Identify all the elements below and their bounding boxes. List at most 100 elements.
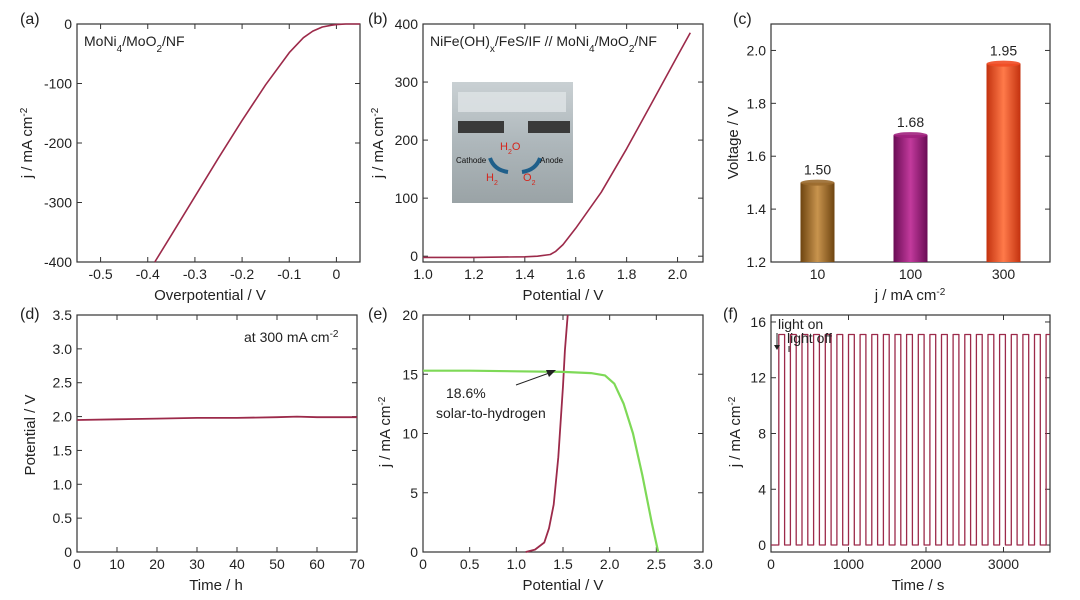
axes-d: 0 10 20 30 40 50 60 70 0 0.5 1.0 1.5 2.0 2.5 3.0 3.5: [53, 307, 365, 572]
inset-cathode-label: Cathode: [456, 156, 487, 165]
y-tick-label-b: 400: [395, 16, 419, 32]
y-tick-label-d: 0.5: [53, 510, 73, 526]
annotation-e-arrowhead: [546, 370, 556, 377]
panel-label-a: (a): [20, 11, 40, 28]
x-tick-label-e: 0: [419, 556, 427, 572]
x-tick-label-a: -0.3: [183, 266, 207, 282]
y-tick-label-f: 4: [758, 481, 766, 497]
annotation-b: NiFe(OH)x/FeS/IF // MoNi4/MoO2/NF: [430, 33, 657, 55]
x-tick-label-c: 300: [992, 266, 1016, 282]
x-tick-label-e: 2.0: [600, 556, 620, 572]
panel-b: 1.0 1.2 1.4 1.6 1.8 2.0 0 100 200 300 400 NiFe(OH)…: [370, 16, 704, 304]
y-tick-label-c: 2.0: [747, 42, 767, 58]
series-line-f: [771, 333, 1050, 546]
inset-h2o-label: H2O: [500, 141, 521, 156]
x-tick-label-e: 1.0: [507, 556, 527, 572]
axes-b: 1.0 1.2 1.4 1.6 1.8 2.0 0 100 200 300 400: [395, 16, 704, 282]
x-tick-label-a: -0.4: [136, 266, 160, 282]
x-tick-label-f: 1000: [833, 556, 864, 572]
annotation-e-label: solar-to-hydrogen: [436, 405, 546, 421]
x-tick-label-b: 1.6: [566, 266, 586, 282]
x-tick-label-d: 10: [109, 556, 125, 572]
bar-10: [800, 182, 835, 262]
x-tick-label-b: 1.2: [464, 266, 484, 282]
panel-label-e: (e): [368, 306, 388, 323]
x-tick-label-d: 30: [189, 556, 205, 572]
x-tick-label-b: 1.8: [617, 266, 637, 282]
annotation-d: at 300 mA cm-2: [244, 329, 339, 346]
ylabel-f: j / mA cm-2: [727, 396, 745, 468]
y-tick-label-d: 1.0: [53, 476, 73, 492]
inset-beaker-rim: [458, 92, 566, 112]
x-tick-label-b: 1.4: [515, 266, 535, 282]
y-tick-label-b: 300: [395, 74, 419, 90]
plot-frame-a: [76, 23, 361, 263]
axes-a: -0.5 -0.4 -0.3 -0.2 -0.1 0 -400 -300 -200 -100 0: [44, 16, 361, 282]
y-tick-label-d: 1.5: [53, 442, 73, 458]
annotation-a: MoNi4/MoO2/NF: [84, 33, 185, 55]
y-tick-label-e: 10: [402, 426, 418, 442]
y-tick-label-a: 0: [64, 16, 72, 32]
inset-arrow-right: [521, 157, 542, 174]
x-tick-label-d: 20: [149, 556, 165, 572]
x-tick-label-d: 70: [349, 556, 365, 572]
y-tick-label-b: 0: [410, 248, 418, 264]
y-tick-label-a: -200: [44, 135, 72, 151]
x-tick-label-a: 0: [333, 266, 341, 282]
x-tick-label-c: 100: [899, 266, 923, 282]
xlabel-d: Time / h: [189, 577, 243, 594]
y-tick-label-c: 1.2: [747, 254, 767, 270]
panel-label-d: (d): [20, 306, 40, 323]
axes-f: 0 1000 2000 3000 0 4 8 12 16: [750, 314, 1051, 572]
panel-a: -0.5 -0.4 -0.3 -0.2 -0.1 0 -400 -300 -200 -100 0 M…: [19, 16, 361, 304]
panel-e: 0 0.5 1.0 1.5 2.0 2.5 3.0 0 5 10 15 20 18.6% solar-…: [377, 307, 713, 594]
y-tick-label-e: 15: [402, 366, 418, 382]
x-tick-label-d: 60: [309, 556, 325, 572]
axes-c: 1.2 1.4 1.6 1.8 2.0 1.50 10 1.68 100 1.95 300: [747, 23, 1051, 282]
ylabel-e: j / mA cm-2: [377, 396, 395, 468]
bar-300: [986, 63, 1021, 262]
x-tick-label-f: 0: [767, 556, 775, 572]
y-tick-label-d: 3.0: [53, 341, 73, 357]
series-line-e-pv: [423, 369, 660, 553]
xlabel-e: Potential / V: [523, 577, 604, 594]
y-tick-label-f: 16: [750, 314, 766, 330]
bar-top-10: [800, 179, 835, 186]
xlabel-c: j / mA cm-2: [874, 287, 946, 305]
x-tick-label-d: 50: [269, 556, 285, 572]
xlabel-b: Potential / V: [523, 287, 604, 304]
y-tick-label-c: 1.8: [747, 95, 767, 111]
annotation-f-on-arrowhead: [774, 345, 780, 350]
bar-value-label-300: 1.95: [990, 43, 1017, 59]
inset-h2-label: H2: [486, 172, 498, 187]
x-tick-label-d: 0: [73, 556, 81, 572]
plot-frame-b: [422, 23, 704, 263]
series-line-a: [154, 23, 360, 263]
y-tick-label-f: 0: [758, 537, 766, 553]
plot-frame-e: [422, 314, 704, 553]
electrolyzer-photo-inset: H2O Cathode Anode H2 O2: [452, 82, 573, 203]
bar-top-100: [893, 132, 928, 139]
x-tick-label-b: 2.0: [668, 266, 688, 282]
ylabel-c: Voltage / V: [725, 107, 742, 180]
x-tick-label-f: 3000: [988, 556, 1019, 572]
y-tick-label-b: 200: [395, 132, 419, 148]
y-tick-label-e: 0: [410, 544, 418, 560]
inset-cathode-bar: [458, 121, 504, 133]
x-tick-label-b: 1.0: [413, 266, 433, 282]
x-tick-label-e: 0.5: [460, 556, 480, 572]
y-tick-label-b: 100: [395, 190, 419, 206]
y-tick-label-f: 8: [758, 426, 766, 442]
series-line-b: [423, 32, 692, 259]
annotation-f-on: light on: [778, 316, 823, 332]
y-tick-label-c: 1.6: [747, 148, 767, 164]
y-tick-label-c: 1.4: [747, 201, 767, 217]
bar-top-300: [986, 60, 1021, 67]
x-tick-label-e: 3.0: [693, 556, 713, 572]
y-tick-label-d: 2.0: [53, 409, 73, 425]
y-tick-label-d: 3.5: [53, 307, 73, 323]
inset-anode-bar: [528, 121, 570, 133]
